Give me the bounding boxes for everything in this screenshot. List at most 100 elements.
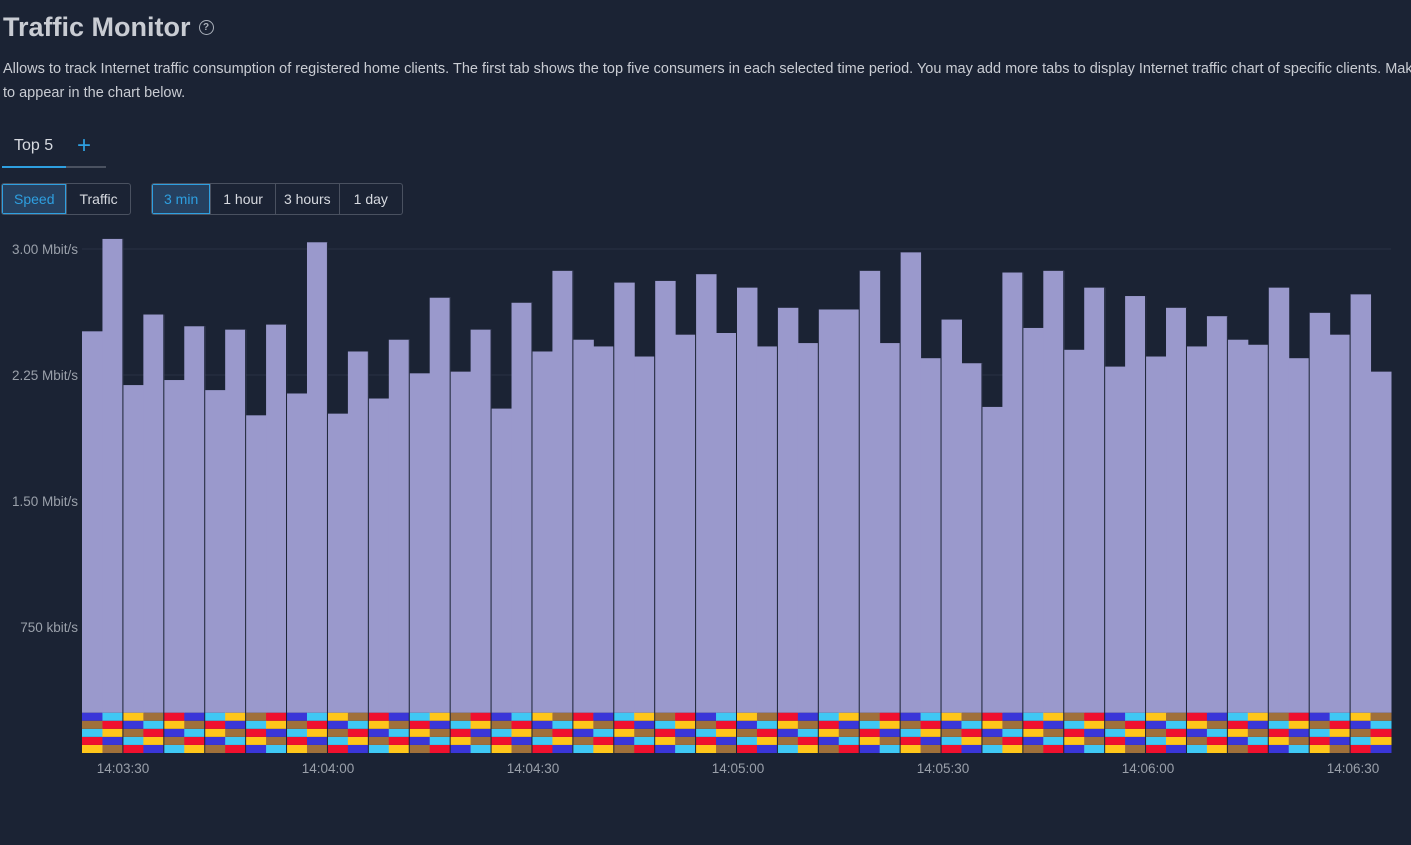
bar-segment	[470, 744, 492, 753]
bar-segment	[593, 736, 615, 745]
bar-segment	[82, 736, 103, 745]
bar-segment	[1309, 712, 1331, 721]
bar-segment	[736, 736, 758, 745]
bar-segment	[1043, 736, 1065, 745]
plus-icon[interactable]: +	[77, 132, 92, 159]
bar-segment	[613, 736, 635, 745]
speed-button[interactable]: Speed	[2, 184, 68, 214]
bar-segment	[1206, 728, 1228, 737]
bar-segment	[756, 744, 778, 753]
bar-segment	[634, 356, 656, 713]
bar-segment	[409, 736, 431, 745]
bar-segment	[900, 736, 922, 745]
bar-segment	[695, 744, 717, 753]
bar-segment	[1206, 316, 1228, 713]
bar-segment	[470, 329, 492, 713]
bar-segment	[1329, 728, 1351, 737]
bar-segment	[429, 744, 451, 753]
bar-segment	[470, 736, 492, 745]
period-3min-button[interactable]: 3 min	[152, 184, 212, 214]
bar-segment	[1350, 736, 1372, 745]
bar-segment	[634, 712, 656, 721]
bar-segment	[306, 242, 328, 713]
bar-segment	[1104, 744, 1126, 753]
traffic-button[interactable]: Traffic	[79, 191, 118, 207]
period-1hour-button[interactable]: 1 hour	[211, 184, 276, 214]
tab-top-5[interactable]: Top 5	[14, 137, 54, 154]
bar-segment	[1063, 349, 1085, 713]
bar-segment	[143, 728, 165, 737]
bar-segment	[1145, 712, 1167, 721]
bar-segment	[1288, 358, 1310, 713]
bar-segment	[961, 363, 983, 713]
bar-segment	[245, 415, 267, 713]
bar-segment	[859, 744, 881, 753]
bar-segment	[1186, 728, 1208, 737]
title-text: Traffic Monitor	[3, 12, 191, 42]
bar-segment	[143, 744, 165, 753]
bar-segment	[675, 720, 697, 729]
bar-segment	[1350, 294, 1372, 713]
bar-segment	[1247, 744, 1269, 753]
bar-segment	[1104, 720, 1126, 729]
bar-segment	[102, 720, 124, 729]
bar-segment	[756, 720, 778, 729]
bar-segment	[286, 744, 308, 753]
bar-segment	[102, 736, 124, 745]
x-tick-label: 14:04:00	[302, 761, 355, 776]
bar-segment	[695, 274, 717, 713]
bar-segment	[1206, 712, 1228, 721]
bar-segment	[1043, 712, 1065, 721]
active-tab-indicator	[2, 166, 66, 168]
bar-segment	[920, 736, 942, 745]
bar-segment	[654, 728, 676, 737]
description-line: to appear in the chart below.	[3, 85, 186, 101]
bar-segment	[1063, 712, 1085, 721]
bar-segment	[470, 712, 492, 721]
bar-segment	[879, 712, 901, 721]
bar-segment	[347, 744, 369, 753]
bar-segment	[879, 728, 901, 737]
bar-segment	[388, 712, 410, 721]
bar-segment	[756, 346, 778, 713]
bar-segment	[1247, 720, 1269, 729]
bar-segment	[388, 744, 410, 753]
bar-segment	[654, 744, 676, 753]
bar-segment	[286, 720, 308, 729]
bar-segment	[1370, 712, 1392, 721]
bar-segment	[838, 720, 860, 729]
bar-segment	[920, 744, 942, 753]
bar-segment	[818, 309, 840, 713]
bar-segment	[1268, 712, 1290, 721]
bar-segment	[818, 736, 840, 745]
bar-segment	[102, 744, 124, 753]
bar-segment	[1329, 744, 1351, 753]
bar-segment	[1043, 270, 1065, 713]
bar-segment	[981, 728, 1003, 737]
bar-segment	[1370, 720, 1392, 729]
period-3hours-button[interactable]: 3 hours	[276, 184, 340, 214]
bar-segment	[552, 728, 574, 737]
bar-segment	[225, 728, 247, 737]
bar-segment	[1166, 736, 1187, 745]
bar-segment	[1125, 720, 1147, 729]
bar-segment	[1145, 356, 1167, 713]
bar-segment	[1206, 736, 1228, 745]
bar-segment	[1063, 728, 1085, 737]
bar-segment	[225, 712, 247, 721]
bar-segment	[327, 413, 349, 713]
bar-segment	[838, 309, 860, 713]
bar-segment	[941, 736, 962, 745]
help-circle-icon[interactable]: ?	[198, 20, 214, 35]
bar-segment	[204, 736, 226, 745]
bar-segment	[368, 736, 390, 745]
bar-segment	[82, 712, 103, 721]
bar-segment	[163, 744, 185, 753]
bar-segment	[777, 736, 799, 745]
page-title: Traffic Monitor?	[3, 12, 214, 43]
period-1day-button[interactable]: 1 day	[353, 191, 388, 207]
bar-segment	[859, 270, 881, 713]
bar-segment	[1186, 720, 1208, 729]
bar-segment	[1104, 366, 1126, 713]
bar-segment	[1268, 744, 1290, 753]
